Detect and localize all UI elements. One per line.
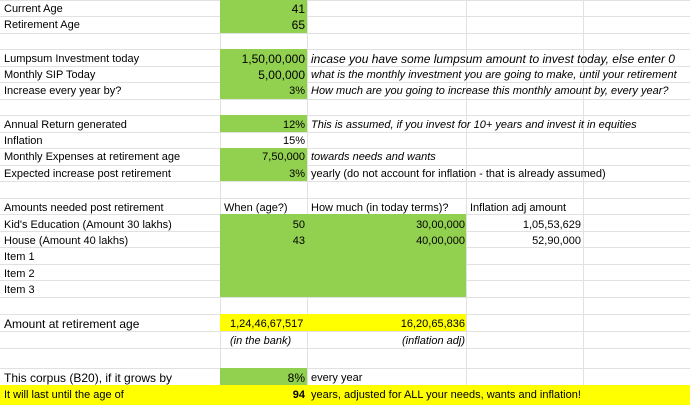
gridline-row <box>0 0 690 1</box>
note-annual-return: This is assumed, if you invest for 10+ y… <box>311 119 637 131</box>
gridline-row <box>0 148 690 149</box>
gridline-col <box>583 0 584 405</box>
note-adjusted: years, adjusted for ALL your needs, want… <box>311 389 581 401</box>
cell-house-amount[interactable]: 40,00,000 <box>416 235 465 247</box>
label-last-until: It will last until the age of <box>4 389 124 401</box>
label-amounts-needed: Amounts needed post retirement <box>4 202 164 214</box>
cell-fill <box>220 214 466 297</box>
cell-fill <box>0 385 690 405</box>
note-monthly-sip: what is the monthly investment you are g… <box>311 69 677 81</box>
cell-amount-inflation-adj: 16,20,65,836 <box>400 318 465 330</box>
label-corpus-grows: This corpus (B20), if it grows by <box>4 371 173 385</box>
cell-house-age[interactable]: 43 <box>292 235 305 247</box>
note-increase: How much are you going to increase this … <box>311 85 669 97</box>
cell-monthly-sip[interactable]: 5,00,000 <box>258 68 305 82</box>
cell-inflation[interactable]: 15% <box>282 135 305 147</box>
caption-inflation-adj: (inflation adj) <box>402 335 465 347</box>
header-when-age: When (age?) <box>224 202 288 214</box>
cell-lumpsum[interactable]: 1,50,00,000 <box>241 52 305 66</box>
gridline-row <box>0 165 690 166</box>
label-retirement-age: Retirement Age <box>4 19 80 31</box>
label-amount-at-retirement: Amount at retirement age <box>4 317 140 331</box>
cell-education-adj: 1,05,53,629 <box>522 219 581 231</box>
label-annual-return: Annual Return generated <box>4 119 127 131</box>
cell-education-age[interactable]: 50 <box>292 219 305 231</box>
cell-fill <box>220 314 466 331</box>
label-kids-education: Kid's Education (Amount 30 lakhs) <box>4 219 172 231</box>
gridline-col <box>220 0 221 405</box>
gridline-row <box>0 99 690 100</box>
cell-expected-increase[interactable]: 3% <box>289 168 305 180</box>
note-every-year: every year <box>311 372 363 384</box>
cell-current-age[interactable]: 41 <box>291 2 305 16</box>
gridline-row <box>0 181 690 182</box>
cell-fill <box>220 368 307 385</box>
gridline-row <box>0 49 690 50</box>
cell-fill <box>220 49 307 99</box>
cell-fill <box>220 115 307 132</box>
label-lumpsum: Lumpsum Investment today <box>4 53 140 65</box>
gridline-row <box>0 132 690 133</box>
cell-annual-return[interactable]: 12% <box>282 119 305 131</box>
gridline-row <box>0 368 690 369</box>
note-lumpsum: incase you have some lumpsum amount to i… <box>311 52 675 66</box>
note-expected-increase: yearly (do not account for inflation - t… <box>311 168 606 180</box>
gridline-row <box>0 33 690 34</box>
label-current-age: Current Age <box>4 3 63 15</box>
gridline-row <box>0 82 690 83</box>
label-item-3: Item 3 <box>4 284 35 296</box>
label-item-2: Item 2 <box>4 268 35 280</box>
gridline-row <box>0 16 690 17</box>
note-monthly-expenses: towards needs and wants <box>311 151 436 163</box>
label-monthly-expenses: Monthly Expenses at retirement age <box>4 151 181 163</box>
cell-last-until-age: 94 <box>292 389 305 401</box>
header-how-much: How much (in today terms)? <box>311 202 449 214</box>
cell-house-adj: 52,90,000 <box>532 235 581 247</box>
cell-fill <box>220 0 307 33</box>
label-house: House (Amount 40 lakhs) <box>4 235 129 247</box>
gridline-col <box>307 0 308 405</box>
gridline-row <box>0 297 690 298</box>
cell-amount-bank: 1,24,46,67,517 <box>230 318 304 330</box>
gridline-row <box>0 198 690 199</box>
cell-increase[interactable]: 3% <box>289 85 305 97</box>
cell-education-amount[interactable]: 30,00,000 <box>416 219 465 231</box>
label-expected-increase: Expected increase post retirement <box>4 168 171 180</box>
cell-fill <box>220 148 307 181</box>
cell-retirement-age[interactable]: 65 <box>291 18 305 32</box>
label-monthly-sip: Monthly SIP Today <box>4 69 96 81</box>
cell-monthly-expenses[interactable]: 7,50,000 <box>262 151 305 163</box>
label-increase: Increase every year by? <box>4 85 122 97</box>
label-item-1: Item 1 <box>4 251 35 263</box>
header-inflation-adj: Inflation adj amount <box>470 202 567 214</box>
gridline-row <box>0 66 690 67</box>
gridline-row <box>0 115 690 116</box>
gridline-row <box>0 331 690 332</box>
gridline-row <box>0 348 690 349</box>
caption-in-bank: (in the bank) <box>230 335 292 347</box>
gridline-col <box>466 0 467 405</box>
label-inflation: Inflation <box>4 135 43 147</box>
cell-corpus-growth[interactable]: 8% <box>287 371 305 385</box>
